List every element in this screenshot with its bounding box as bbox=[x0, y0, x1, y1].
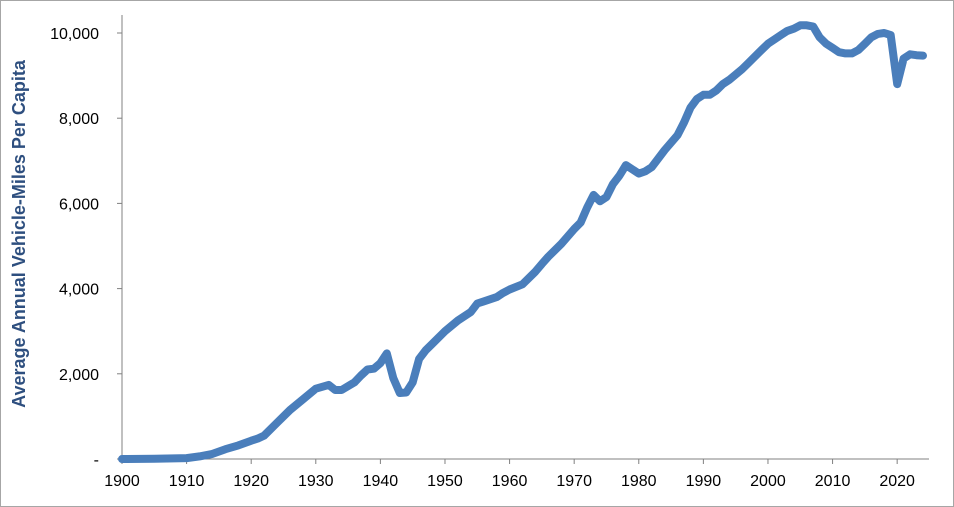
x-tick-label: 1950 bbox=[427, 473, 463, 490]
x-tick-label: 1970 bbox=[556, 473, 592, 490]
x-tick-label: 1990 bbox=[686, 473, 722, 490]
y-tick-label: 4,000 bbox=[59, 282, 99, 299]
y-tick-label: - bbox=[94, 452, 99, 469]
x-tick-label: 1920 bbox=[233, 473, 269, 490]
x-tick-label: 2010 bbox=[815, 473, 851, 490]
y-tick-label: 2,000 bbox=[59, 367, 99, 384]
y-tick-label: 6,000 bbox=[59, 196, 99, 213]
x-tick-label: 1930 bbox=[298, 473, 334, 490]
axes bbox=[121, 15, 929, 460]
x-tick-label: 1900 bbox=[104, 473, 140, 490]
x-tick-label: 1960 bbox=[492, 473, 528, 490]
x-tick-label: 2000 bbox=[750, 473, 786, 490]
x-tick-label: 1910 bbox=[169, 473, 205, 490]
ticks bbox=[117, 32, 898, 464]
y-tick-label: 8,000 bbox=[59, 111, 99, 128]
x-tick-label: 1980 bbox=[621, 473, 657, 490]
x-tick-label: 1940 bbox=[363, 473, 399, 490]
y-tick-label: 10,000 bbox=[50, 26, 99, 43]
series-line bbox=[118, 21, 927, 463]
series-group bbox=[118, 21, 927, 463]
x-tick-label: 2020 bbox=[879, 473, 915, 490]
tick-labels: - 2,000 4,000 6,000 8,000 10,000 1900 1910 1920 1… bbox=[50, 26, 915, 490]
y-axis-title: Average Annual Vehicle-Miles Per Capita bbox=[9, 59, 29, 408]
